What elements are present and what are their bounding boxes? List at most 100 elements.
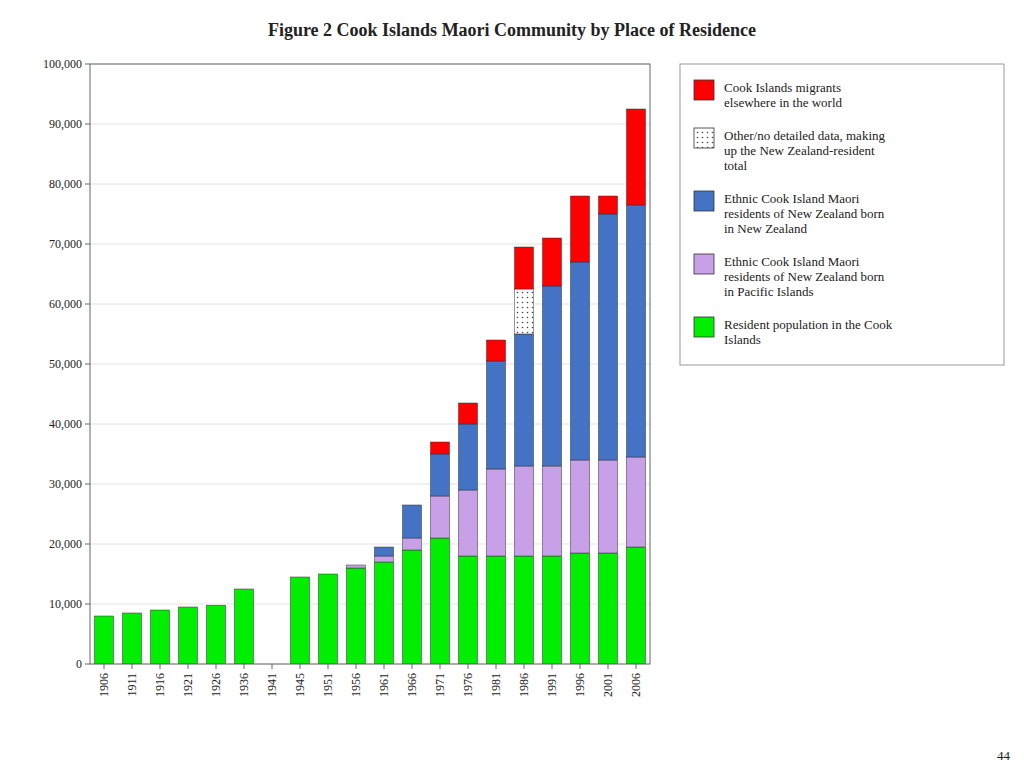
legend-label-line: residents of New Zealand born <box>724 269 885 284</box>
bar-segment <box>430 442 449 454</box>
y-tick-label: 80,000 <box>49 177 82 191</box>
y-tick-label: 0 <box>76 657 82 671</box>
y-tick <box>85 664 90 665</box>
x-tick <box>552 664 553 669</box>
x-tick-label: 1961 <box>377 673 391 697</box>
x-tick <box>524 664 525 669</box>
bar-segment <box>458 424 477 490</box>
bar-segment <box>346 565 365 566</box>
bar-segment <box>150 610 169 611</box>
x-tick-label: 1991 <box>545 673 559 697</box>
bar-segment <box>234 589 253 590</box>
x-tick <box>244 664 245 669</box>
bar-segment <box>318 574 337 575</box>
bar-segment <box>206 605 225 606</box>
bar-segment <box>318 574 337 575</box>
x-tick-label: 1921 <box>181 673 195 697</box>
bar-segment <box>178 607 197 608</box>
bar-segment <box>346 568 365 664</box>
x-tick <box>132 664 133 669</box>
x-tick-label: 1926 <box>209 673 223 697</box>
legend-swatch <box>694 191 714 211</box>
bar-segment <box>514 334 533 466</box>
legend-label-line: elsewhere in the world <box>724 95 843 110</box>
bar-segment <box>626 547 645 664</box>
series-0 <box>94 538 645 664</box>
x-tick <box>188 664 189 669</box>
bar-segment <box>122 613 141 664</box>
bar-segment <box>570 196 589 262</box>
bar-segment <box>234 589 253 664</box>
legend-label-line: Other/no detailed data, making <box>724 128 886 143</box>
legend-label-line: Ethnic Cook Island Maori <box>724 254 860 269</box>
bar-segment <box>458 490 477 556</box>
bar-segment <box>374 547 393 556</box>
bar-segment <box>318 574 337 575</box>
bar-segment <box>430 454 449 496</box>
bar-segment <box>346 565 365 566</box>
bar-segment <box>122 613 141 614</box>
grid-line <box>90 184 650 185</box>
y-tick-label: 10,000 <box>49 597 82 611</box>
y-tick <box>85 64 90 65</box>
x-tick <box>412 664 413 669</box>
bar-segment <box>178 607 197 608</box>
bar-segment <box>374 547 393 548</box>
x-tick-label: 1981 <box>489 673 503 697</box>
x-tick <box>608 664 609 669</box>
x-tick-label: 1916 <box>153 673 167 697</box>
x-tick-label: 1956 <box>349 673 363 697</box>
bar-segment <box>402 505 421 506</box>
bar-segment <box>486 556 505 664</box>
bar-segment <box>514 289 533 334</box>
bar-segment <box>346 565 365 566</box>
legend-label-line: Ethnic Cook Island Maori <box>724 191 860 206</box>
bar-segment <box>458 403 477 424</box>
bar-segment <box>150 610 169 611</box>
x-tick-label: 1951 <box>321 673 335 697</box>
x-tick-label: 1976 <box>461 673 475 697</box>
bar-segment <box>290 577 309 664</box>
x-tick-label: 1996 <box>573 673 587 697</box>
y-tick <box>85 184 90 185</box>
y-tick <box>85 124 90 125</box>
bar-segment <box>94 616 113 617</box>
bar-segment <box>542 286 561 466</box>
bar-segment <box>94 616 113 617</box>
series-2 <box>374 205 645 556</box>
x-tick <box>636 664 637 669</box>
grid-line <box>90 544 650 545</box>
y-tick-label: 70,000 <box>49 237 82 251</box>
legend-label-line: Cook Islands migrants <box>724 80 841 95</box>
bar-segment <box>542 556 561 664</box>
chart: Figure 2 Cook Islands Maori Community by… <box>0 0 1024 768</box>
legend-label-line: up the New Zealand-resident <box>724 143 875 158</box>
x-tick-label: 1945 <box>293 673 307 697</box>
bar-segment <box>598 553 617 664</box>
x-tick-label: 1986 <box>517 673 531 697</box>
bar-segment <box>94 616 113 617</box>
bar-segment <box>178 607 197 608</box>
x-tick <box>580 664 581 669</box>
bar-segment <box>542 466 561 556</box>
legend-label-line: in Pacific Islands <box>724 284 814 299</box>
bar-segment <box>430 496 449 538</box>
legend-label: Ethnic Cook Island Maoriresidents of New… <box>724 191 885 236</box>
x-tick <box>160 664 161 669</box>
bar-segment <box>570 262 589 460</box>
x-tick-label: 1966 <box>405 673 419 697</box>
bar-segment <box>206 605 225 606</box>
bar-segment <box>598 196 617 214</box>
bar-segment <box>318 574 337 575</box>
bar-segment <box>122 613 141 614</box>
grid-line <box>90 424 650 425</box>
y-tick-label: 90,000 <box>49 117 82 131</box>
bar-segment <box>374 556 393 562</box>
bar-segment <box>150 610 169 664</box>
bar-segment <box>402 550 421 664</box>
x-tick <box>496 664 497 669</box>
bar-segment <box>178 607 197 664</box>
bar-segment <box>206 605 225 606</box>
y-tick-label: 50,000 <box>49 357 82 371</box>
y-tick <box>85 484 90 485</box>
